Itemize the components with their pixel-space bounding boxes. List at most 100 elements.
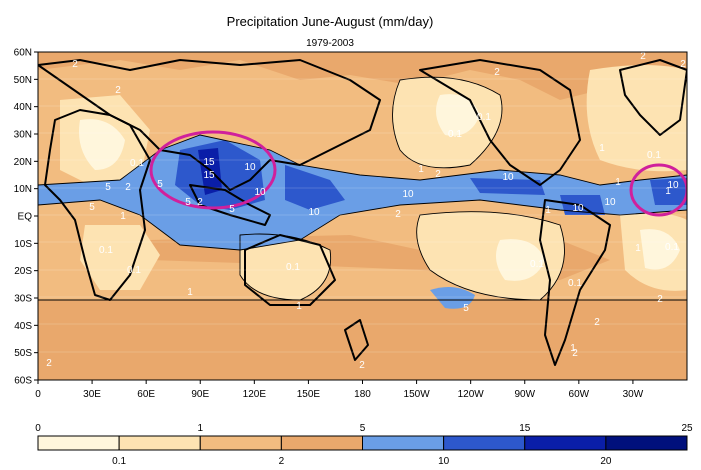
contour-1-north-pacific [392, 76, 503, 169]
chart-title: Precipitation June-August (mm/day) [227, 14, 434, 29]
y-tick-label: 60N [14, 48, 32, 59]
colorbar-bottom-label: 10 [438, 456, 450, 467]
x-tick-label: 120W [458, 389, 485, 400]
contour-label: 1 [296, 301, 302, 312]
contour-label: 0.1 [127, 265, 141, 276]
contour-label: 1 [418, 164, 424, 175]
contour-label: 10 [244, 162, 256, 173]
contour-label: 5 [105, 182, 111, 193]
contour-label: 2 [46, 358, 52, 369]
contour-label: 5 [89, 202, 95, 213]
y-tick-label: 40S [14, 321, 32, 332]
region-5-10-south-pacific [430, 286, 475, 309]
colorbar-bottom-label: 20 [600, 456, 612, 467]
coastline-new-zealand [344, 319, 369, 361]
region-below-0.1-pacific [436, 94, 480, 136]
contour-label: 10 [402, 189, 414, 200]
contour-label: 10 [667, 180, 679, 191]
map-field: 2 2 2 2 2 2 2 2 2 2 2 2 2 2 0.1 0.1 0.1 0.1 0.1 0.1 0.1 0.1 0.… [38, 51, 687, 380]
x-tick-label: 180 [354, 389, 371, 400]
region-10-15-west-africa [650, 178, 687, 205]
contour-label: 2 [125, 182, 131, 193]
region-0.1-1-north-atlantic [586, 65, 687, 172]
contour-label: 0.1 [99, 245, 113, 256]
colorbar-swatch [199, 435, 282, 451]
colorbar-top-label: 5 [360, 423, 366, 434]
contour-label: 2 [115, 85, 121, 96]
x-tick-label: 0 [35, 389, 41, 400]
contour-label: 1 [570, 343, 576, 354]
colorbar-top-label: 0 [35, 423, 41, 434]
contour-label: 1 [120, 211, 126, 222]
contour-label: 0.1 [130, 158, 144, 169]
y-tick-label: 30N [14, 130, 32, 141]
contour-label: 2 [657, 294, 663, 305]
colorbar-swatch [118, 435, 201, 451]
x-axis: 0 30E 60E 90E 120E 150E 180 150W 120W 90W 60W 30W [35, 380, 644, 400]
contour-label: 2 [72, 59, 78, 70]
x-tick-label: 90E [191, 389, 209, 400]
contour-label: 0.1 [448, 129, 462, 140]
annotation-circle-west-africa [629, 163, 687, 217]
contour-1-australia [239, 233, 332, 301]
coastline-australia [244, 234, 336, 306]
contour-label: 2 [594, 317, 600, 328]
colorbar-swatch [362, 435, 445, 451]
colorbar-bottom-label: 2 [279, 456, 285, 467]
contour-label: 0.1 [477, 112, 491, 123]
region-0.1-1-australia [240, 234, 331, 300]
contour-5-south [38, 199, 687, 251]
x-tick-label: 120E [243, 389, 267, 400]
region-below-0.1-sahara [79, 119, 125, 170]
y-axis: 60N 50N 40N 30N 20N 10N EQ 10S 20S 30S 40S 50S 60S [14, 48, 38, 387]
y-tick-label: EQ [18, 212, 33, 223]
y-tick-label: 20N [14, 157, 32, 168]
colorbar-bottom-label: 0.1 [112, 456, 126, 467]
contour-label: 0.1 [665, 242, 679, 253]
contour-label: 10 [572, 203, 584, 214]
y-tick-label: 10S [14, 239, 32, 250]
contour-label: 2 [572, 348, 578, 359]
y-tick-label: 40N [14, 102, 32, 113]
contour-label: 2 [197, 197, 203, 208]
contour-label: 1 [187, 287, 193, 298]
x-tick-label: 30W [623, 389, 644, 400]
x-tick-label: 150E [297, 389, 321, 400]
coastline-south-america [539, 199, 611, 366]
contour-label: 10 [604, 197, 616, 208]
contour-label: 15 [203, 170, 215, 181]
colorbar-swatch [37, 435, 120, 451]
contour-label: 2 [640, 51, 646, 62]
contour-label: 5 [229, 204, 235, 215]
contour-label: 2 [395, 209, 401, 220]
coastline-greenland-europe [619, 59, 687, 136]
contour-label: 0.1 [647, 150, 661, 161]
contour-label: 5 [463, 303, 469, 314]
contour-label: 10 [502, 172, 514, 183]
y-tick-label: 20S [14, 266, 32, 277]
coastline-north-america [419, 59, 581, 186]
contour-label: 0.1 [286, 262, 300, 273]
contour-label: 1 [635, 243, 641, 254]
y-tick-label: 50S [14, 348, 32, 359]
y-tick-label: 50N [14, 75, 32, 86]
region-2-5-north [38, 52, 687, 100]
region-0.1-1-africa-south [80, 225, 160, 290]
contour-label: 1 [599, 143, 605, 154]
contour-label: 1 [615, 177, 621, 188]
contour-label: 15 [203, 157, 215, 168]
colorbar: 0 1 5 15 250.1 2 10 20 [35, 423, 693, 467]
colorbar-swatch [605, 435, 688, 451]
region-10-15-east-pacific [470, 178, 545, 195]
contour-label: 1 [545, 205, 551, 216]
y-tick-label: 30S [14, 294, 32, 305]
colorbar-swatch [524, 435, 607, 451]
colorbar-top-label: 15 [519, 423, 531, 434]
region-below-0.1-namibia [640, 229, 680, 270]
contour-label: 0.1 [568, 278, 582, 289]
contour-label: 1 [665, 186, 671, 197]
colorbar-top-label: 1 [197, 423, 203, 434]
annotation-circle-indian-monsoon [149, 130, 277, 210]
x-tick-label: 150W [404, 389, 431, 400]
